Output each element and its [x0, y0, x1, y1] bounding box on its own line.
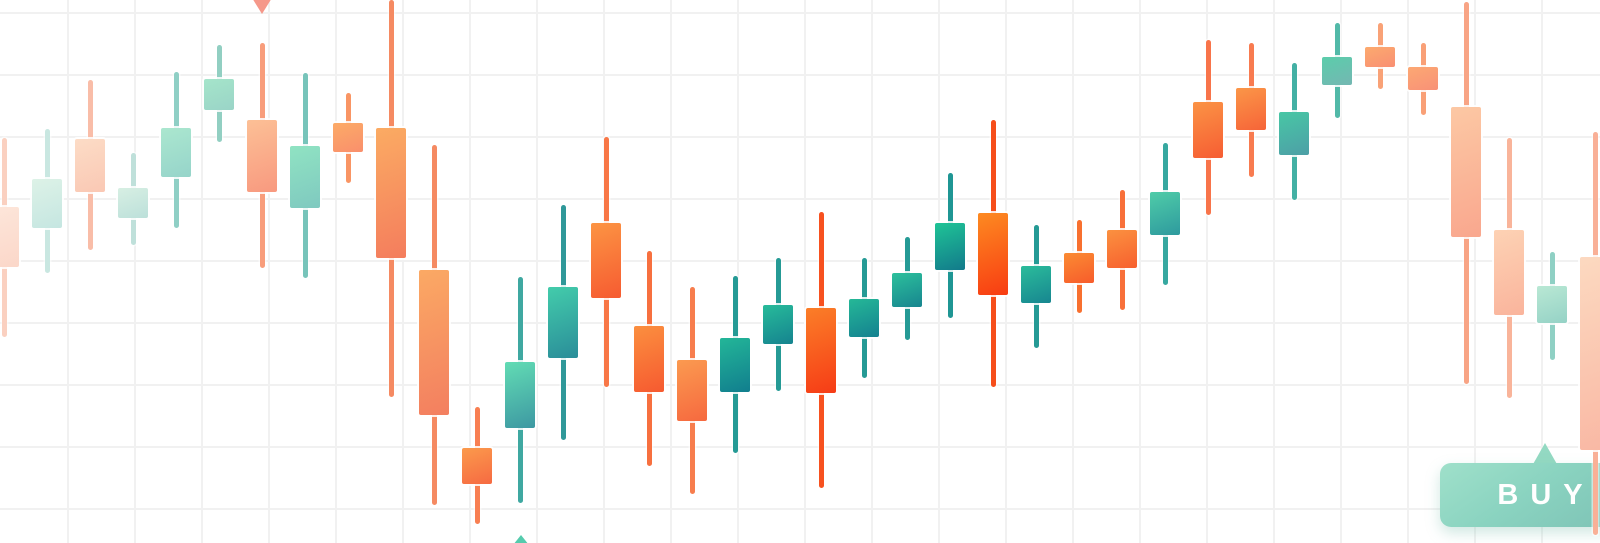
candle-body-up: [1322, 57, 1352, 85]
candle-body-down: [1580, 257, 1600, 450]
grid-line-vertical: [134, 0, 136, 543]
grid-line-vertical: [871, 0, 873, 543]
grid-line-horizontal: [0, 74, 1600, 76]
grid-line-vertical: [737, 0, 739, 543]
grid-line-horizontal: [0, 508, 1600, 510]
candle-body-up: [1279, 112, 1309, 155]
grid-line-vertical: [1340, 0, 1342, 543]
grid-line-horizontal: [0, 136, 1600, 138]
grid-line-horizontal: [0, 446, 1600, 448]
grid-line-vertical: [1139, 0, 1141, 543]
candle-body-up: [720, 338, 750, 392]
buy-badge[interactable]: BUY: [1440, 463, 1600, 527]
sell-marker-arrow-icon: [249, 0, 275, 14]
grid-line-vertical: [1541, 0, 1543, 543]
grid-line-vertical: [1407, 0, 1409, 543]
candle-body-down: [806, 308, 836, 393]
buy-badge-pointer-icon: [1532, 443, 1558, 466]
grid-line-vertical: [402, 0, 404, 543]
grid-line-horizontal: [0, 12, 1600, 14]
candle-body-down: [1193, 102, 1223, 158]
candle-body-down: [462, 448, 492, 484]
candle-body-down: [247, 120, 277, 192]
candle-body-down: [1064, 253, 1094, 283]
grid-line-vertical: [469, 0, 471, 543]
grid-line-vertical: [536, 0, 538, 543]
candle-body-up: [1150, 192, 1180, 235]
candle-body-down: [0, 207, 19, 267]
candle-body-up: [849, 299, 879, 337]
candle-body-up: [290, 146, 320, 208]
grid-line-vertical: [1474, 0, 1476, 543]
candle-body-up: [763, 305, 793, 344]
candle-body-down: [333, 123, 363, 152]
candle-body-down: [1365, 47, 1395, 67]
candle-body-down: [75, 139, 105, 192]
grid-line-vertical: [804, 0, 806, 543]
grid-line-horizontal: [0, 260, 1600, 262]
candle-body-up: [161, 128, 191, 177]
candle-body-up: [32, 179, 62, 228]
candle-body-up: [118, 188, 148, 218]
candle-body-down: [1236, 88, 1266, 130]
grid-line-vertical: [938, 0, 940, 543]
candle-body-up: [548, 287, 578, 358]
grid-line-horizontal: [0, 322, 1600, 324]
grid-line-vertical: [1273, 0, 1275, 543]
candle-body-up: [505, 362, 535, 428]
candle-body-down: [677, 360, 707, 421]
candle-body-down: [376, 128, 406, 258]
candle-body-down: [419, 270, 449, 415]
grid-line-vertical: [335, 0, 337, 543]
candle-body-up: [204, 79, 234, 110]
grid-line-vertical: [1206, 0, 1208, 543]
candle-body-up: [1537, 286, 1567, 323]
candle-body-down: [1451, 107, 1481, 237]
candle-body-down: [1408, 67, 1438, 90]
candle-body-down: [1107, 230, 1137, 268]
candle-body-down: [978, 213, 1008, 295]
grid-line-vertical: [268, 0, 270, 543]
grid-line-horizontal: [0, 384, 1600, 386]
buy-badge-label: BUY: [1497, 478, 1595, 511]
buy-marker-arrow-icon: [513, 535, 529, 543]
candle-body-up: [892, 273, 922, 307]
grid-line-vertical: [201, 0, 203, 543]
candle-body-down: [634, 326, 664, 392]
grid-line-vertical: [670, 0, 672, 543]
candle-body-up: [1021, 266, 1051, 303]
grid-line-horizontal: [0, 198, 1600, 200]
candle-body-down: [591, 223, 621, 298]
candle-body-down: [1494, 230, 1524, 315]
candle-body-up: [935, 223, 965, 270]
grid-line-vertical: [67, 0, 69, 543]
